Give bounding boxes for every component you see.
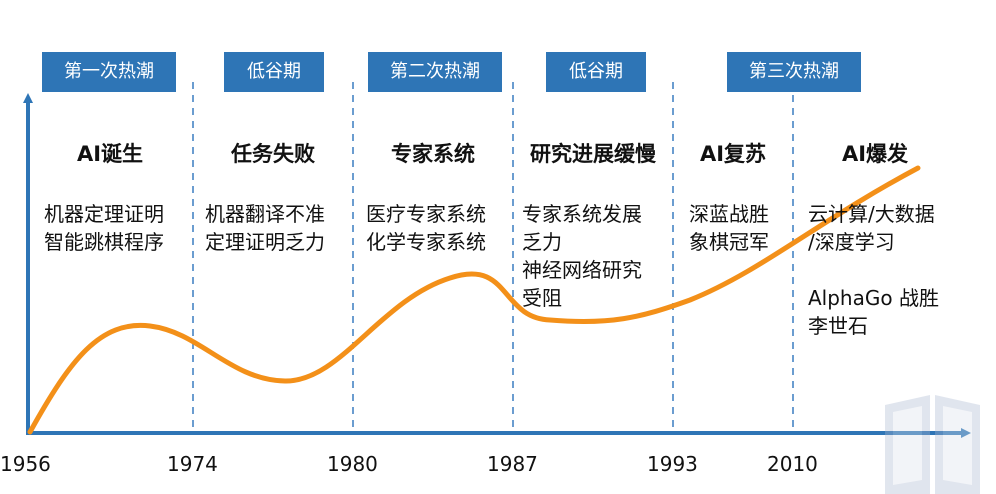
desc-line: 机器翻译不准 — [205, 202, 325, 226]
era-label-trough-2: 低谷期 — [546, 52, 646, 92]
desc-line: 深蓝战胜 — [689, 202, 769, 226]
desc-line: 李世石 — [808, 314, 868, 338]
period-title-ai-revival: AI复苏 — [699, 142, 767, 166]
desc-line: /深度学习 — [808, 230, 895, 254]
period-title-task-failure: 任务失败 — [231, 142, 315, 166]
desc-line: 专家系统发展 — [522, 202, 642, 226]
desc-line: 化学专家系统 — [366, 230, 486, 254]
era-label-second-boom: 第二次热潮 — [368, 52, 502, 92]
era-label-third-boom: 第三次热潮 — [727, 52, 861, 92]
period-title-slow-progress: 研究进展缓慢 — [530, 142, 656, 166]
year-label-1956: 1956 — [0, 452, 51, 476]
trend-curve — [27, 165, 921, 435]
desc-line: 医疗专家系统 — [366, 202, 486, 226]
desc-line: 受阻 — [522, 286, 562, 310]
era-label-first-boom: 第一次热潮 — [42, 52, 176, 92]
year-label-1987: 1987 — [487, 452, 538, 476]
period-title-ai-birth: AI诞生 — [76, 142, 144, 166]
desc-line: AlphaGo 战胜 — [808, 286, 939, 310]
desc-line: 乏力 — [522, 230, 562, 254]
period-desc-ai-revival: 深蓝战胜 象棋冠军 — [689, 200, 769, 256]
desc-line — [808, 256, 939, 284]
period-desc-ai-birth: 机器定理证明 智能跳棋程序 — [44, 200, 164, 256]
period-desc-expert-systems: 医疗专家系统 化学专家系统 — [366, 200, 486, 256]
desc-line: 智能跳棋程序 — [44, 230, 164, 254]
desc-line: 神经网络研究 — [522, 258, 642, 282]
period-title-ai-explosion: AI爆发 — [841, 142, 909, 166]
year-label-1980: 1980 — [327, 452, 378, 476]
year-label-1993: 1993 — [647, 452, 698, 476]
era-label-trough-1: 低谷期 — [224, 52, 324, 92]
period-desc-ai-explosion: 云计算/大数据 /深度学习 AlphaGo 战胜 李世石 — [808, 200, 939, 340]
period-desc-slow-progress: 专家系统发展 乏力 神经网络研究 受阻 — [522, 200, 642, 312]
period-title-expert-systems: 专家系统 — [391, 142, 475, 166]
desc-line: 定理证明乏力 — [205, 230, 325, 254]
period-desc-task-failure: 机器翻译不准 定理证明乏力 — [205, 200, 325, 256]
year-label-2010: 2010 — [767, 452, 818, 476]
desc-line: 象棋冠军 — [689, 230, 769, 254]
desc-line: 云计算/大数据 — [808, 202, 935, 226]
desc-line: 机器定理证明 — [44, 202, 164, 226]
year-label-1974: 1974 — [167, 452, 218, 476]
watermark-seal-icon — [885, 395, 980, 494]
